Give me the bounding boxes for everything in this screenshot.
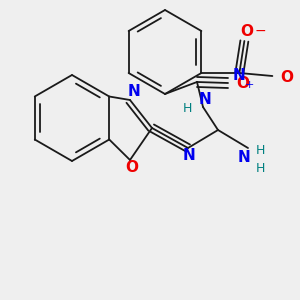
Text: H: H (255, 161, 265, 175)
Text: O: O (240, 23, 253, 38)
Text: O: O (280, 70, 293, 86)
Text: H: H (255, 143, 265, 157)
Text: N: N (233, 68, 246, 82)
Text: N: N (183, 148, 195, 163)
Text: H: H (182, 103, 192, 116)
Text: +: + (245, 80, 254, 90)
Text: −: − (255, 24, 266, 38)
Text: O: O (125, 160, 139, 175)
Text: N: N (238, 149, 250, 164)
Text: N: N (128, 85, 140, 100)
Text: O: O (236, 76, 249, 92)
Text: N: N (199, 92, 212, 107)
